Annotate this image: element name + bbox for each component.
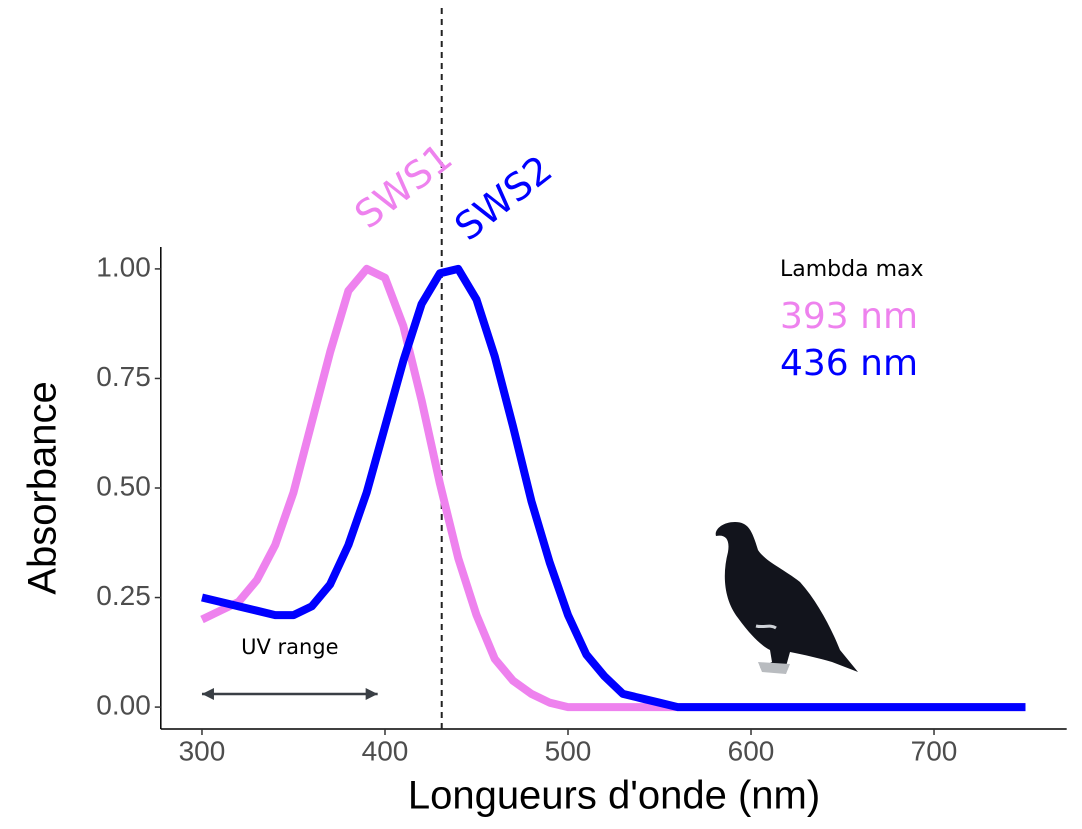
lambda-max-label: 436 nm [780, 343, 918, 384]
lambda-max-label: 393 nm [780, 296, 918, 337]
page: Absorbance Longueurs d'onde (nm) 0.00 0.2… [0, 0, 1082, 825]
y-tick-label: 0.50 [96, 470, 151, 501]
chart: Absorbance Longueurs d'onde (nm) 0.00 0.2… [0, 0, 1082, 825]
x-tick-label: 500 [545, 735, 592, 766]
y-tick-label: 0.75 [96, 361, 151, 392]
y-tick-label: 1.00 [96, 251, 151, 282]
lambda-max-title: Lambda max [780, 257, 924, 282]
y-tick-label: 0.00 [96, 689, 151, 720]
y-axis-title: Absorbance [21, 381, 65, 594]
y-tick-label: 0.25 [96, 580, 151, 611]
x-tick-label: 400 [362, 735, 409, 766]
arrow-head [366, 688, 378, 700]
series-label: SWS2 [447, 147, 561, 249]
x-tick-label: 300 [179, 735, 226, 766]
x-tick-label: 700 [911, 735, 958, 766]
uv-range-label: UV range [241, 635, 338, 659]
x-axis-title: Longueurs d'onde (nm) [408, 774, 820, 818]
series-label: SWS1 [347, 135, 461, 237]
bird-icon [716, 522, 858, 674]
arrow-head [202, 688, 214, 700]
x-tick-label: 600 [728, 735, 775, 766]
